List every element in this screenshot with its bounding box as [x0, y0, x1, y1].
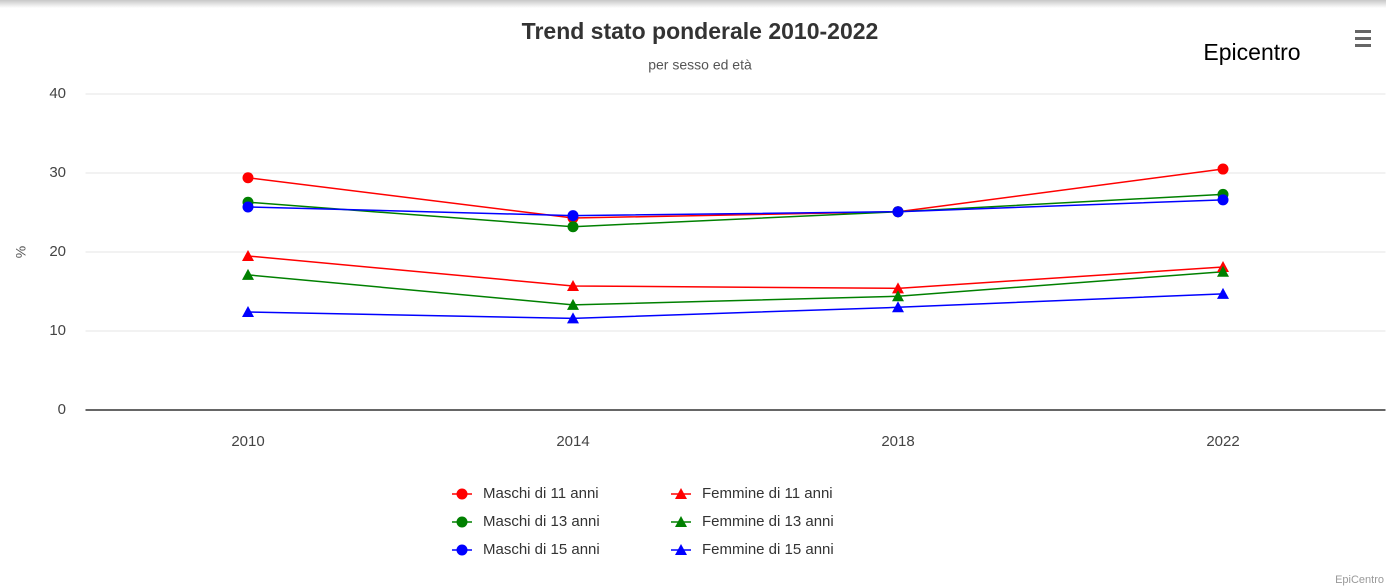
legend-label: Femmine di 11 anni — [702, 485, 833, 502]
credits: EpiCentro — [1335, 574, 1384, 586]
marker — [567, 221, 579, 233]
menu-bar — [1355, 30, 1371, 33]
legend-label: Maschi di 13 anni — [483, 513, 600, 530]
marker — [567, 312, 579, 324]
y-tick-label: 40 — [49, 85, 66, 102]
legend-marker — [456, 516, 468, 528]
annotation: Epicentro — [1203, 39, 1300, 65]
menu-bar — [1355, 37, 1371, 40]
marker — [242, 201, 254, 213]
legend-marker — [456, 544, 468, 556]
legend-label: Maschi di 11 anni — [483, 485, 599, 502]
chart-title: Trend stato ponderale 2010-2022 — [522, 18, 879, 44]
legend-label: Maschi di 15 anni — [483, 541, 600, 558]
chart-subtitle: per sesso ed età — [648, 57, 752, 73]
marker — [1217, 163, 1229, 175]
marker — [242, 249, 254, 261]
series-line — [247, 271, 1224, 306]
marker — [892, 206, 904, 218]
legend-marker — [675, 516, 687, 527]
menu-button[interactable] — [1355, 30, 1371, 47]
top-shadow — [0, 0, 1386, 8]
series-line — [247, 293, 1224, 320]
y-axis-label: % — [13, 246, 29, 258]
x-tick-label: 2014 — [556, 433, 589, 450]
marker — [242, 172, 254, 184]
marker — [892, 301, 904, 313]
series-line — [247, 193, 1224, 228]
legend-marker — [675, 488, 687, 499]
marker — [1217, 194, 1229, 206]
marker — [567, 210, 579, 222]
y-tick-label: 20 — [49, 243, 66, 260]
marker — [242, 306, 254, 318]
legend-label: Femmine di 13 anni — [702, 513, 834, 530]
y-tick-label: 10 — [49, 322, 66, 339]
x-tick-label: 2010 — [231, 433, 264, 450]
x-tick-label: 2018 — [881, 433, 914, 450]
series-line — [247, 199, 1224, 217]
legend-label: Femmine di 15 anni — [702, 541, 834, 558]
marker — [892, 290, 904, 302]
marker — [567, 279, 579, 291]
y-tick-label: 30 — [49, 164, 66, 181]
series-line — [247, 255, 1224, 290]
series-line — [247, 168, 1224, 219]
marker — [242, 268, 254, 280]
marker — [1217, 265, 1229, 277]
menu-bar — [1355, 44, 1371, 47]
x-tick-label: 2022 — [1206, 433, 1239, 450]
legend-marker — [456, 488, 468, 500]
marker — [567, 298, 579, 310]
y-tick-label: 0 — [58, 401, 66, 418]
marker — [1217, 287, 1229, 299]
marker — [892, 282, 904, 294]
legend-marker — [675, 544, 687, 555]
